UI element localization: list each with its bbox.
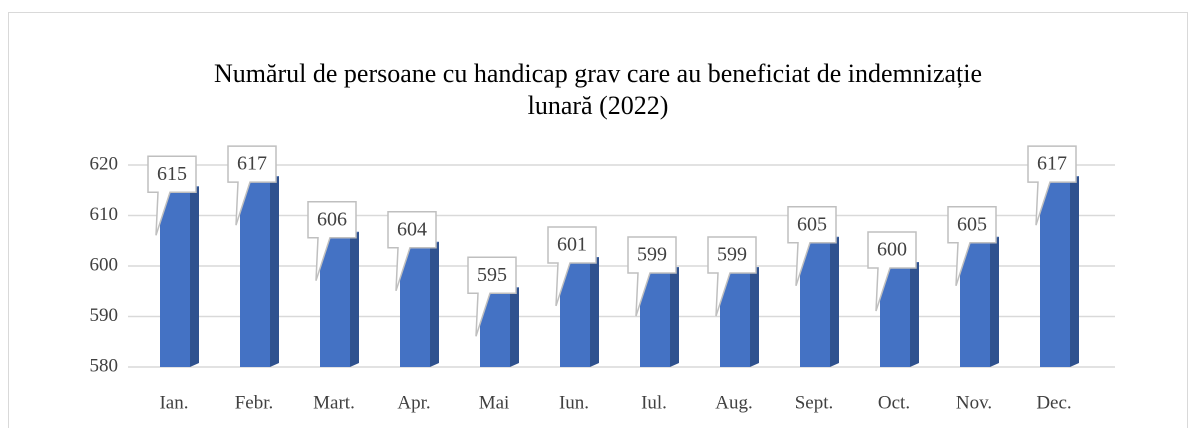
bar-side (350, 231, 359, 367)
y-tick-label: 620 (90, 153, 119, 174)
data-label: 605 (797, 213, 827, 235)
data-label: 605 (957, 213, 987, 235)
data-label-callout (1027, 145, 1077, 226)
bar-side (750, 267, 759, 367)
data-label-callout (387, 211, 437, 292)
x-tick-label: Iul. (641, 392, 667, 413)
x-tick-label: Aug. (715, 392, 752, 413)
bar-side (270, 176, 279, 367)
bar (160, 190, 190, 367)
data-label-callout (547, 226, 597, 307)
x-tick-label: Iun. (559, 392, 589, 413)
data-label-callout (627, 236, 677, 317)
data-label: 595 (477, 264, 507, 286)
bar-side (670, 267, 679, 367)
x-tick-label: Sept. (795, 392, 834, 413)
data-label: 615 (157, 163, 187, 185)
bar (960, 240, 990, 367)
x-tick-label: Apr. (397, 392, 430, 413)
x-tick-label: Dec. (1036, 392, 1071, 413)
bar (1040, 180, 1070, 367)
data-label: 617 (237, 153, 267, 175)
y-tick-label: 600 (90, 254, 119, 275)
x-tick-label: Oct. (878, 392, 910, 413)
chart-title: Numărul de persoane cu handicap grav car… (214, 59, 982, 120)
bar-side (910, 262, 919, 367)
x-tick-label: Ian. (159, 392, 188, 413)
bar (240, 180, 270, 367)
bar-side (830, 236, 839, 367)
bar (400, 245, 430, 367)
bar-side (1070, 176, 1079, 367)
data-label: 601 (557, 234, 587, 256)
data-label: 599 (637, 244, 667, 266)
data-label-callout (947, 206, 997, 286)
data-label-callout (867, 231, 917, 312)
data-label-callout (307, 200, 357, 281)
data-label-callout (147, 155, 197, 236)
y-tick-label: 580 (90, 355, 119, 376)
y-tick-label: 590 (90, 305, 119, 326)
data-label: 599 (717, 244, 747, 266)
y-tick-label: 610 (90, 204, 119, 225)
x-tick-label: Febr. (235, 392, 274, 413)
x-tick-label: Nov. (956, 392, 992, 413)
bar-side (990, 236, 999, 367)
bar (800, 240, 830, 367)
bar-side (430, 241, 439, 367)
x-tick-label: Mart. (313, 392, 355, 413)
data-label-callout (227, 145, 277, 226)
bar-side (190, 186, 199, 367)
data-label: 604 (397, 218, 427, 240)
data-label: 617 (1037, 153, 1067, 175)
bar-side (590, 256, 599, 367)
data-label-callout (707, 236, 757, 317)
bar (320, 235, 350, 367)
bar-side (510, 287, 519, 367)
data-label-callout (467, 256, 517, 337)
data-label: 606 (317, 208, 347, 230)
data-label-callout (787, 206, 837, 286)
x-tick-label: Mai (479, 392, 510, 413)
data-label: 600 (877, 239, 907, 261)
